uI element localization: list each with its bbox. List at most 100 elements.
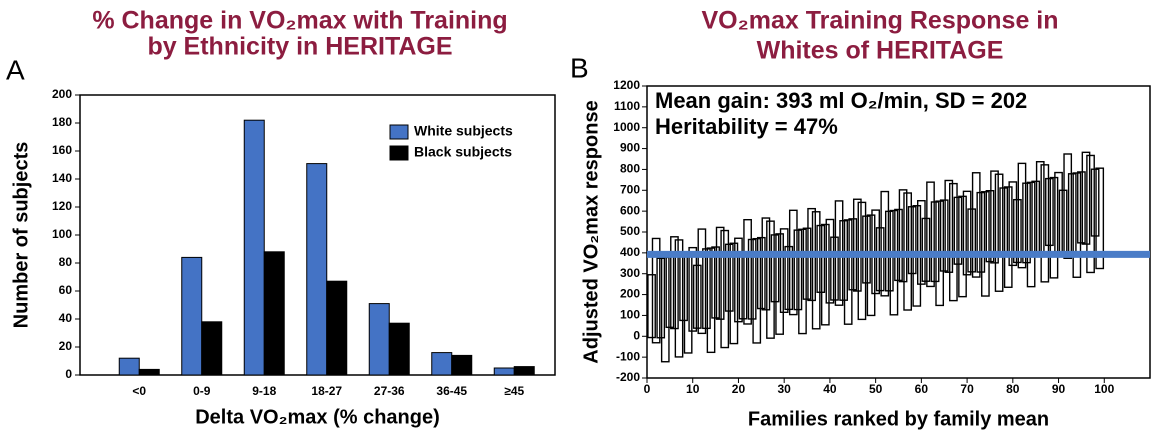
family-range bbox=[898, 189, 908, 283]
y-tick-label: 160 bbox=[52, 143, 72, 157]
family-range bbox=[798, 228, 807, 335]
bar bbox=[451, 354, 473, 376]
family-range bbox=[843, 219, 853, 325]
family-range bbox=[1054, 171, 1063, 257]
family-range bbox=[756, 236, 766, 310]
family-range bbox=[839, 220, 848, 301]
legend-swatch bbox=[389, 124, 409, 140]
family-range bbox=[926, 181, 935, 288]
bar bbox=[181, 256, 203, 376]
x-tick-label: 70 bbox=[960, 382, 974, 396]
family-range bbox=[1035, 161, 1045, 255]
family-range bbox=[816, 224, 826, 293]
family-range bbox=[720, 229, 730, 349]
bar bbox=[368, 303, 390, 376]
family-range bbox=[1003, 186, 1013, 288]
y-tick-label: 1200 bbox=[613, 78, 640, 92]
family-range bbox=[1058, 189, 1068, 254]
family-range bbox=[862, 215, 871, 284]
x-tick-label: 18-27 bbox=[311, 384, 342, 398]
family-range bbox=[857, 201, 867, 321]
family-range bbox=[852, 198, 862, 292]
family-range bbox=[985, 190, 995, 263]
family-range bbox=[907, 206, 917, 275]
x-tick-label: 10 bbox=[686, 382, 700, 396]
family-range bbox=[752, 237, 762, 344]
family-range bbox=[1077, 171, 1086, 244]
family-range bbox=[679, 252, 688, 322]
family-range bbox=[775, 233, 784, 335]
y-tick-label: 180 bbox=[52, 115, 72, 129]
family-range bbox=[651, 237, 661, 344]
chart-title: Whites of HERITAGE bbox=[757, 37, 1004, 65]
family-range bbox=[665, 255, 675, 329]
family-range bbox=[724, 243, 734, 312]
y-tick-label: 60 bbox=[59, 283, 73, 297]
family-range bbox=[1031, 180, 1041, 253]
y-tick-label: 200 bbox=[52, 87, 72, 101]
family-range bbox=[889, 209, 899, 316]
y-tick-label: 120 bbox=[52, 199, 72, 213]
family-range bbox=[962, 190, 972, 276]
family-range bbox=[660, 256, 670, 363]
y-tick-label: 700 bbox=[620, 182, 640, 196]
x-tick-label: 30 bbox=[778, 382, 792, 396]
family-range bbox=[875, 227, 885, 292]
family-range bbox=[784, 245, 794, 311]
bar bbox=[201, 321, 223, 376]
family-range bbox=[917, 200, 926, 285]
family-range bbox=[1045, 177, 1054, 247]
family-range bbox=[779, 228, 789, 314]
family-range bbox=[1063, 153, 1073, 259]
family-range bbox=[802, 227, 812, 300]
family-range bbox=[734, 237, 743, 323]
bar bbox=[118, 357, 140, 376]
bar bbox=[513, 366, 535, 376]
y-tick-label: 600 bbox=[620, 203, 640, 217]
bar bbox=[431, 352, 453, 376]
family-range bbox=[953, 196, 963, 265]
y-tick-label: 1000 bbox=[613, 120, 640, 134]
y-tick-label: 500 bbox=[620, 224, 640, 238]
family-range bbox=[994, 173, 1004, 292]
family-range bbox=[949, 182, 958, 302]
family-range bbox=[981, 191, 990, 297]
chart-title: % Change in VO₂max with Training bbox=[92, 7, 507, 35]
y-tick-label: 20 bbox=[59, 339, 73, 353]
family-range bbox=[990, 170, 999, 264]
y-tick-label: 40 bbox=[59, 311, 73, 325]
family-range bbox=[976, 191, 986, 273]
legend-swatch bbox=[389, 145, 409, 161]
y-tick-label: 100 bbox=[52, 227, 72, 241]
chart-title: VO₂max Training Response in bbox=[701, 7, 1058, 35]
annotation: Heritability = 47% bbox=[655, 114, 838, 139]
family-range bbox=[743, 218, 752, 325]
family-range bbox=[670, 236, 679, 330]
family-range bbox=[830, 236, 839, 301]
bar bbox=[306, 163, 328, 376]
family-range bbox=[766, 220, 775, 339]
y-tick-label: 800 bbox=[620, 162, 640, 176]
x-tick-label: 20 bbox=[732, 382, 746, 396]
family-range bbox=[647, 274, 656, 339]
x-axis-label: Families ranked by family mean bbox=[748, 408, 1049, 430]
family-range bbox=[1022, 182, 1031, 264]
chart-title: by Ethnicity in HERITAGE bbox=[147, 33, 452, 61]
y-tick-label: 200 bbox=[620, 287, 640, 301]
family-range bbox=[880, 190, 890, 297]
family-range bbox=[793, 229, 803, 311]
x-tick-label: ≥45 bbox=[504, 384, 524, 398]
family-range bbox=[1072, 172, 1082, 278]
x-tick-label: 36-45 bbox=[436, 384, 467, 398]
y-tick-label: 100 bbox=[620, 308, 640, 322]
family-range bbox=[894, 208, 903, 282]
y-tick-label: -200 bbox=[616, 370, 640, 384]
x-tick-label: <0 bbox=[132, 384, 146, 398]
family-range bbox=[1095, 167, 1105, 270]
family-range bbox=[702, 248, 711, 330]
family-range bbox=[656, 257, 666, 339]
family-range bbox=[692, 264, 702, 329]
y-tick-label: 300 bbox=[620, 266, 640, 280]
family-range bbox=[1040, 164, 1050, 283]
